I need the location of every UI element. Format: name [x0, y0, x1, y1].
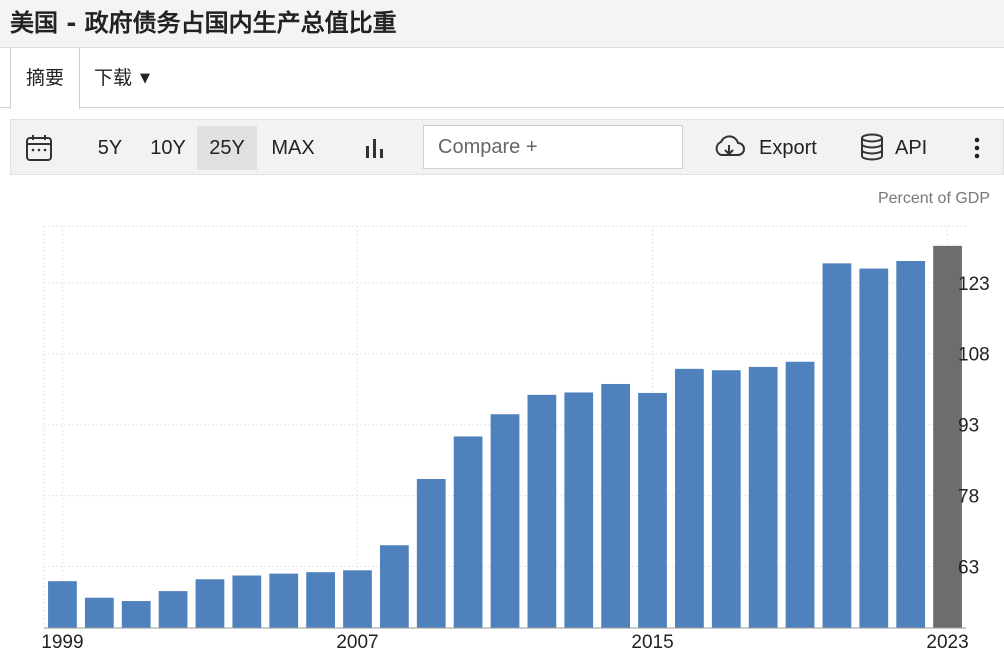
bar-2020[interactable] [822, 263, 852, 628]
bar-2009[interactable] [416, 479, 446, 628]
bar-2017[interactable] [711, 370, 741, 628]
bar-2008[interactable] [379, 545, 409, 628]
bar-2010[interactable] [453, 436, 483, 628]
y-axis: 63 78 93 108 123 [958, 274, 990, 579]
export-button[interactable]: Export [759, 137, 817, 159]
chart-toolbar: 5Y 10Y 25Y MAX Export API [10, 119, 1004, 175]
bar-2005[interactable] [269, 573, 299, 628]
calendar-icon[interactable] [25, 134, 53, 162]
x-axis: 1999 2007 2015 2023 [41, 627, 969, 653]
bar-2001[interactable] [121, 601, 151, 628]
bar-2021[interactable] [859, 268, 889, 628]
x-tick-label: 2007 [336, 632, 378, 653]
bar-2014[interactable] [601, 383, 631, 628]
range-max-button[interactable]: MAX [271, 137, 315, 159]
bar-2015[interactable] [638, 392, 667, 628]
bar-1999[interactable] [48, 581, 77, 628]
y-tick-label: 93 [958, 416, 979, 437]
bar-2002[interactable] [158, 591, 188, 628]
bar-2023[interactable] [933, 245, 962, 628]
caret-down-icon: ▼ [140, 71, 151, 86]
bar-2004[interactable] [232, 575, 262, 628]
y-tick-label: 63 [958, 558, 979, 579]
range-5y-button[interactable]: 5Y [97, 137, 123, 159]
more-vertical-icon[interactable] [969, 136, 985, 160]
bar-2006[interactable] [306, 572, 335, 628]
x-tick-label: 2023 [926, 632, 968, 653]
y-tick-label: 108 [958, 345, 990, 366]
y-tick-label: 123 [958, 274, 990, 295]
chart-unit-label: Percent of GDP [877, 190, 990, 207]
bar-2013[interactable] [564, 392, 594, 628]
compare-input[interactable] [423, 125, 683, 169]
x-tick-label: 2015 [631, 632, 673, 653]
database-icon[interactable] [859, 133, 885, 161]
bar-2003[interactable] [195, 579, 225, 628]
x-tick-label: 1999 [41, 632, 83, 653]
chart-bars [48, 245, 962, 628]
tab-download-label: 下载 [94, 67, 133, 89]
range-10y-button[interactable]: 10Y [150, 137, 186, 159]
y-tick-label: 78 [958, 487, 979, 508]
tab-summary[interactable]: 摘要 [10, 48, 80, 109]
bar-2000[interactable] [84, 597, 114, 628]
bar-chart: 63 78 93 108 123 1999 2007 2015 2023 [41, 225, 990, 653]
bar-chart-icon[interactable] [363, 136, 387, 160]
page-title: 美国 - 政府债务占国内生产总值比重 [0, 0, 1004, 48]
bar-2016[interactable] [675, 368, 704, 628]
bar-2011[interactable] [490, 414, 520, 628]
cloud-download-icon[interactable] [712, 133, 746, 161]
tab-bar: 摘要 下载 ▼ [0, 48, 1004, 109]
bar-2018[interactable] [748, 366, 778, 628]
bar-2007[interactable] [343, 570, 372, 628]
bar-2022[interactable] [896, 260, 926, 628]
range-25y-button[interactable]: 25Y [197, 126, 257, 170]
bar-2012[interactable] [527, 394, 557, 628]
bar-2019[interactable] [785, 361, 815, 628]
tab-download[interactable]: 下载 ▼ [94, 48, 150, 108]
api-button[interactable]: API [895, 137, 928, 159]
